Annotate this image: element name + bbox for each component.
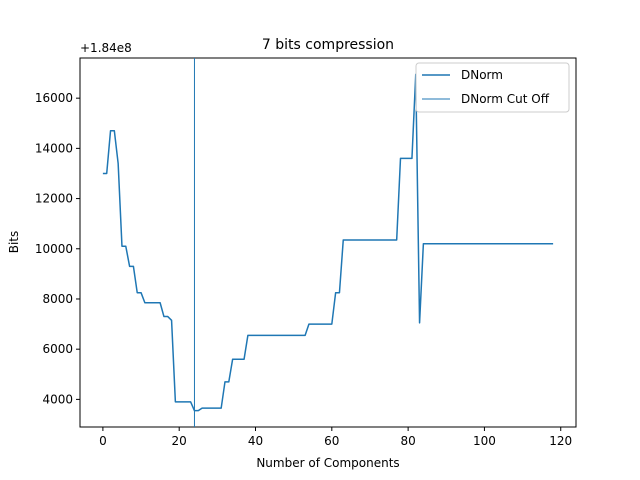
legend-box (415, 62, 570, 113)
chart-title: 7 bits compression (262, 37, 394, 53)
y-tick-label: 4000 (42, 392, 73, 406)
x-axis-label: Number of Components (256, 456, 399, 470)
x-tick-label: 20 (172, 434, 187, 448)
x-tick-label: 60 (324, 434, 339, 448)
y-tick-label: 16000 (35, 91, 73, 105)
y-tick-label: 10000 (35, 242, 73, 256)
series-line-dnorm (102, 73, 554, 412)
y-axis-label: Bits (7, 231, 21, 254)
legend-entry-dnorm-cut-off: DNorm Cut Off (461, 92, 550, 106)
x-tick-label: 100 (473, 434, 496, 448)
y-tick-label: 8000 (42, 292, 73, 306)
y-tick-label: 6000 (42, 342, 73, 356)
legend: DNorm DNorm Cut Off (415, 62, 570, 113)
y-tick-label: 14000 (35, 141, 73, 155)
x-tick-label: 80 (400, 434, 415, 448)
x-tick-label: 40 (248, 434, 263, 448)
x-tick-label: 120 (549, 434, 572, 448)
x-tick-label: 0 (99, 434, 107, 448)
plot-area: 0 20 40 60 80 100 120 4000 6000 8000 10000 12000 14… (35, 57, 577, 448)
y-offset-label: +1.84e8 (80, 41, 132, 55)
series-layer (102, 58, 554, 427)
y-axis: 4000 6000 8000 10000 12000 14000 16000 (35, 91, 80, 406)
legend-entry-dnorm: DNorm (461, 68, 503, 82)
plot-frame (79, 57, 577, 428)
x-axis: 0 20 40 60 80 100 120 (99, 427, 572, 448)
y-tick-label: 12000 (35, 192, 73, 206)
